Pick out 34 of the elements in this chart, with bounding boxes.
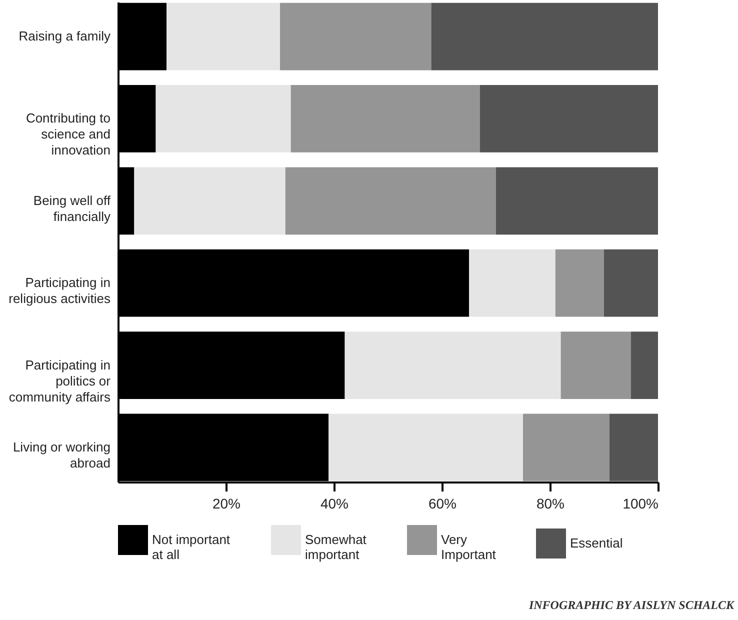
bar bbox=[166, 2, 280, 70]
bar bbox=[431, 2, 658, 70]
legend-label: Not important at all bbox=[152, 532, 230, 562]
bar bbox=[290, 85, 480, 152]
bar bbox=[604, 249, 658, 317]
bar bbox=[496, 167, 658, 235]
x-tick-label: 80% bbox=[536, 496, 565, 512]
bar bbox=[280, 2, 432, 70]
y-tick-label: Living or working abroad bbox=[12, 439, 110, 470]
bar bbox=[328, 414, 523, 482]
bar bbox=[609, 414, 658, 482]
bar bbox=[134, 167, 286, 235]
bar bbox=[156, 85, 291, 152]
text: INFOGRAPHIC BY AISLYN SCHALCK bbox=[528, 598, 734, 613]
x-tick-label: 100% bbox=[622, 496, 658, 512]
x-tick-label: 60% bbox=[428, 496, 457, 512]
legend-label: Somewhat important bbox=[305, 532, 367, 562]
legend-label: Essential bbox=[570, 536, 623, 550]
y-tick-label: Participating in religious activities bbox=[8, 275, 111, 306]
bar bbox=[469, 249, 556, 317]
y-tick-label: Being well off financially bbox=[33, 192, 111, 224]
bar bbox=[285, 167, 496, 235]
x-tick-label: 40% bbox=[320, 496, 349, 512]
y-tick-label: Raising a family bbox=[18, 28, 111, 44]
bar bbox=[631, 332, 658, 399]
bar bbox=[344, 332, 561, 399]
bar bbox=[560, 332, 631, 399]
legend-label: Very Important bbox=[441, 532, 496, 562]
y-tick-label: Contributing to science and innovation bbox=[26, 110, 110, 158]
y-tick-label: Participating in politics or community affairs bbox=[8, 357, 112, 404]
bar bbox=[480, 85, 658, 152]
x-tick-label: 20% bbox=[212, 496, 241, 512]
bar bbox=[555, 249, 604, 317]
bar bbox=[523, 414, 610, 482]
